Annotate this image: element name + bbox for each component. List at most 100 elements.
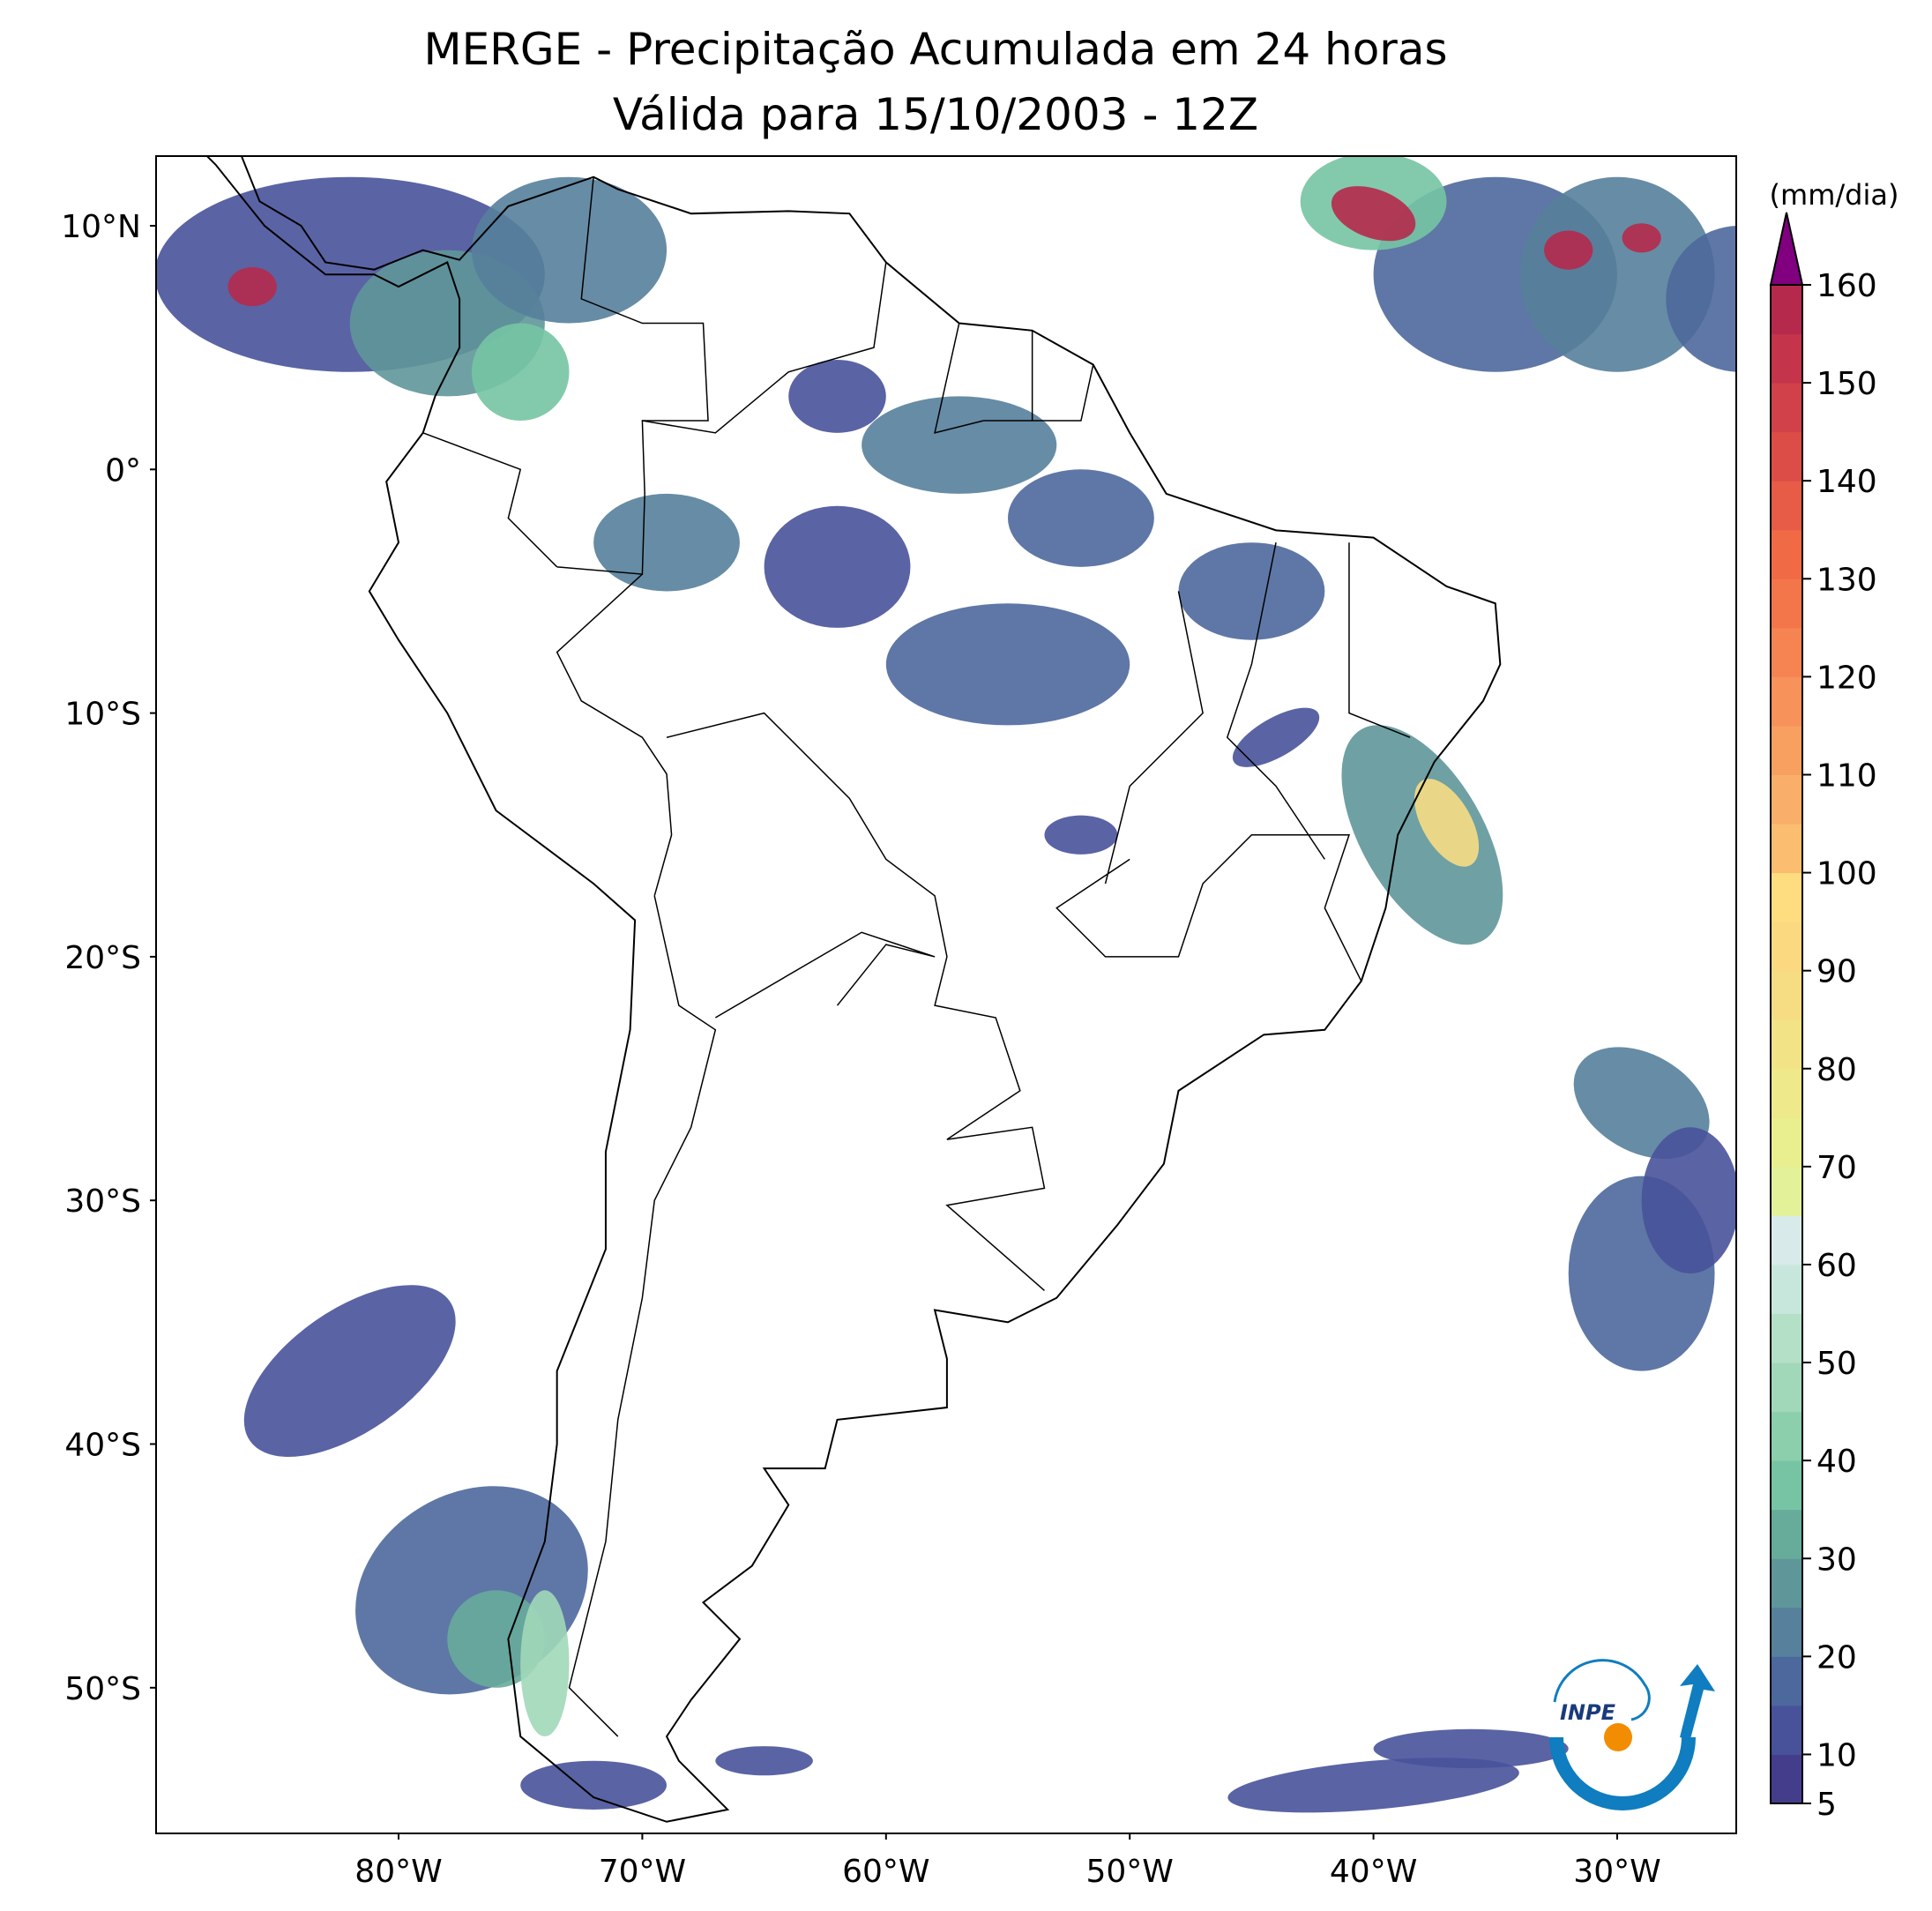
- inpe-logo: INPE: [1549, 1659, 1715, 1810]
- country-border: [580, 176, 709, 422]
- colorbar-tick-label: 50: [1816, 1346, 1857, 1382]
- precip-area: [520, 1590, 570, 1737]
- colorbar-segment: [1771, 383, 1802, 433]
- precip-area: [715, 1746, 813, 1776]
- precip-area: [1666, 226, 1736, 372]
- colorbar-tick-label: 130: [1816, 562, 1877, 598]
- lat-tick-label: 0°: [105, 452, 141, 489]
- inpe-logo-text: INPE: [1560, 1700, 1616, 1725]
- colorbar-segment: [1771, 431, 1802, 481]
- lat-tick-label: 10°N: [61, 209, 141, 245]
- colorbar-tick-label: 30: [1816, 1541, 1857, 1578]
- colorbar-tick-label: 70: [1816, 1150, 1857, 1186]
- precip-area: [471, 176, 668, 324]
- colorbar-segment: [1771, 1264, 1802, 1315]
- lon-tick-label: 30°W: [1573, 1854, 1660, 1890]
- colorbar-tick-label: 140: [1816, 464, 1877, 500]
- colorbar-tick-label: 40: [1816, 1444, 1857, 1480]
- lon-tick-label: 80°W: [354, 1854, 442, 1890]
- colorbar-tick-label: 90: [1816, 954, 1857, 990]
- colorbar-tick-label: 150: [1816, 366, 1877, 402]
- colorbar-segment: [1771, 1068, 1802, 1118]
- colorbar-segment: [1771, 1215, 1802, 1265]
- colorbar-segment: [1771, 824, 1802, 874]
- colorbar-tick-label: 160: [1816, 268, 1877, 304]
- colorbar-tick-label: 20: [1816, 1639, 1857, 1676]
- colorbar-tick-label: 60: [1816, 1248, 1857, 1284]
- colorbar-segment: [1771, 872, 1802, 922]
- country-border: [556, 262, 887, 575]
- precip-area: [520, 1760, 668, 1810]
- colorbar-frame: [1770, 284, 1803, 1804]
- map-frame: [155, 155, 1737, 1834]
- country-border: [934, 323, 984, 434]
- colorbar-segment: [1771, 1313, 1802, 1363]
- colorbar-tick-label: 110: [1816, 758, 1877, 794]
- colorbar-segment: [1771, 1509, 1802, 1559]
- colorbar-segment: [1771, 970, 1802, 1020]
- precip-area: [1178, 542, 1325, 640]
- lon-tick-label: 70°W: [599, 1854, 686, 1890]
- precip-area: [471, 323, 570, 422]
- colorbar: 5 10 20 30 40 50 60 70 80 90 100 110 120 130 140 150 160: [1769, 212, 1877, 1823]
- precip-area: [228, 266, 277, 307]
- lon-tick-label: 50°W: [1085, 1854, 1173, 1890]
- precip-area: [243, 1285, 456, 1458]
- precip-area: [885, 603, 1130, 726]
- country-border: [1348, 542, 1411, 738]
- map-title-line2: Válida para 15/10/2003 - 12Z: [612, 89, 1259, 140]
- country-border: [1104, 591, 1204, 885]
- precip-area: [862, 396, 1057, 494]
- colorbar-segment: [1771, 285, 1802, 335]
- precip-area: [1373, 1728, 1569, 1768]
- colorbar-segment: [1771, 1117, 1802, 1168]
- precip-area: [1044, 815, 1118, 855]
- colorbar-tick-label: 80: [1816, 1052, 1857, 1088]
- colorbar-segment: [1771, 333, 1802, 384]
- colorbar-segment: [1771, 1460, 1802, 1511]
- precip-area: [1331, 186, 1416, 242]
- colorbar-segment: [1771, 1607, 1802, 1657]
- colorbar-tick-label: 5: [1816, 1787, 1837, 1823]
- precip-area: [1519, 176, 1715, 372]
- axis-ticks: 10°N 0° 10°S 20°S 30°S 40°S 50°S 80°W 70°W 60°W 50…: [61, 209, 1660, 1890]
- lat-tick-label: 50°S: [64, 1671, 141, 1707]
- precip-area: [788, 359, 886, 433]
- country-border: [714, 931, 936, 1019]
- map-title-line1: MERGE - Precipitação Acumulada em 24 hor…: [423, 24, 1448, 75]
- country-border: [422, 432, 558, 568]
- colorbar-segment: [1771, 1656, 1802, 1706]
- colorbar-segment: [1771, 1166, 1802, 1216]
- lon-tick-label: 40°W: [1330, 1854, 1417, 1890]
- colorbar-tick-label: 120: [1816, 660, 1877, 696]
- colorbar-segment: [1771, 725, 1802, 775]
- lat-tick-label: 20°S: [64, 940, 141, 976]
- colorbar-segment: [1771, 627, 1802, 677]
- precip-area: [1622, 223, 1661, 253]
- colorbar-segment: [1771, 1558, 1802, 1609]
- precip-area: [1414, 779, 1480, 867]
- colorbar-segment: [1771, 579, 1802, 629]
- colorbar-segment: [1771, 922, 1802, 972]
- colorbar-segment: [1771, 1705, 1802, 1755]
- precip-area: [1544, 230, 1593, 270]
- coastline-borders: [205, 156, 1502, 1823]
- lat-tick-label: 40°S: [64, 1428, 141, 1464]
- colorbar-segment: [1771, 676, 1802, 727]
- colorbar-segment: [1771, 774, 1802, 825]
- precip-area: [355, 1486, 588, 1695]
- lon-tick-label: 60°W: [842, 1854, 929, 1890]
- country-border: [556, 573, 673, 897]
- precip-area: [447, 1590, 545, 1688]
- colorbar-segment: [1771, 1019, 1802, 1070]
- colorbar-segment: [1771, 1754, 1802, 1804]
- colorbar-tick-label: 10: [1816, 1737, 1857, 1773]
- colorbar-segment: [1771, 1362, 1802, 1413]
- lat-tick-label: 30°S: [64, 1183, 141, 1220]
- precip-area: [764, 505, 911, 628]
- colorbar-segment: [1771, 481, 1802, 531]
- colorbar-segment: [1771, 1411, 1802, 1461]
- precip-area: [1232, 707, 1320, 767]
- country-border: [983, 364, 1094, 422]
